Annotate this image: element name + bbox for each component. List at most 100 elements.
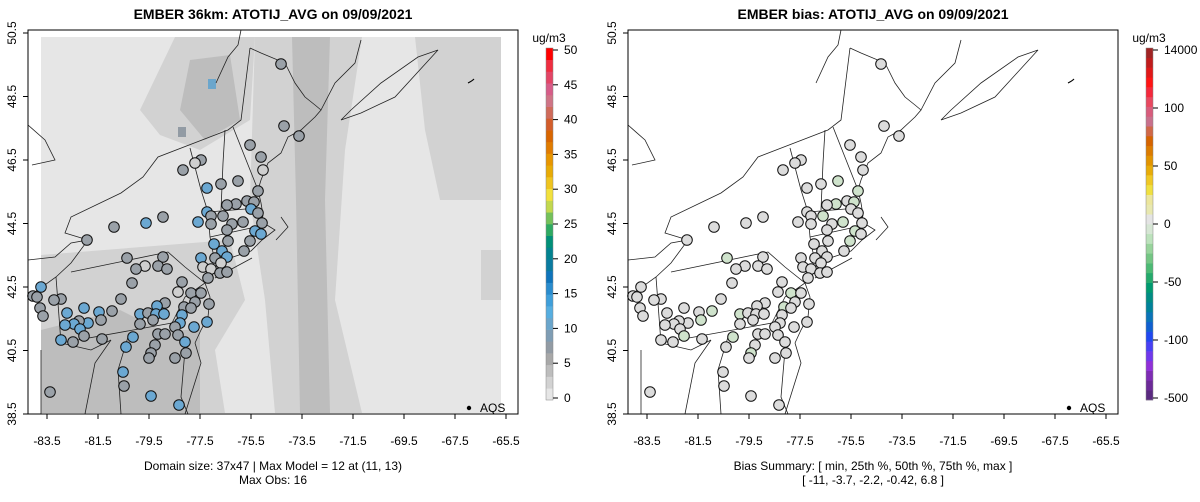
colorbar-swatch xyxy=(546,212,553,225)
aqs-station xyxy=(126,277,138,289)
aqs-station xyxy=(179,336,191,348)
colorbar-swatch xyxy=(546,200,553,213)
aqs-station xyxy=(706,305,718,317)
colorbar-label: 45 xyxy=(564,78,578,92)
colorbar-swatch xyxy=(1146,106,1153,117)
aqs-station xyxy=(893,130,905,142)
aqs-station xyxy=(176,276,188,288)
boundary-line xyxy=(27,124,56,166)
aqs-station xyxy=(821,224,833,236)
aqs-station xyxy=(31,291,43,303)
aqs-station xyxy=(221,199,233,211)
aqs-station xyxy=(808,238,820,250)
aqs-station xyxy=(745,390,757,402)
boundary-line xyxy=(320,39,362,111)
colorbar-label: 14000 xyxy=(1164,43,1198,57)
aqs-station xyxy=(801,316,813,328)
aqs-station xyxy=(118,380,130,392)
colorbar-swatch xyxy=(1146,184,1153,195)
aqs-station xyxy=(852,185,864,197)
aqs-station xyxy=(659,319,671,331)
boundary-line xyxy=(340,49,439,121)
boundary-line xyxy=(60,322,173,344)
aqs-station xyxy=(631,291,643,303)
y-axis: 38.5 40.5 42.5 44.5 46.5 48.5 50.5 xyxy=(605,21,628,426)
aqs-station xyxy=(208,238,220,250)
colorbar-swatch xyxy=(1146,341,1153,352)
colorbar-swatch xyxy=(1146,351,1153,362)
aqs-station xyxy=(789,157,801,169)
plot-frame xyxy=(627,29,1119,415)
aqs-station xyxy=(35,281,47,293)
aqs-legend-marker xyxy=(1066,405,1072,411)
colorbar-swatch xyxy=(546,341,553,354)
colorbar-swatch xyxy=(546,235,553,248)
x-tick-label: -73.5 xyxy=(288,434,316,448)
aqs-station xyxy=(773,399,785,411)
x-tick-label: -81.5 xyxy=(84,434,112,448)
aqs-station xyxy=(815,178,827,190)
aqs-station xyxy=(215,178,227,190)
colorbar-swatch xyxy=(546,329,553,342)
aqs-station xyxy=(173,399,185,411)
colorbar-swatch xyxy=(546,188,553,201)
aqs-station xyxy=(844,139,856,151)
bias-summary-values: [ -11, -3.7, -2.2, -0.42, 6.8 ] xyxy=(802,473,944,487)
colorbar-swatch xyxy=(1146,175,1153,186)
colorbar-swatch xyxy=(1146,243,1153,254)
aqs-station xyxy=(61,307,73,319)
aqs-station xyxy=(718,380,730,392)
aqs-station xyxy=(145,390,157,402)
colorbar-swatch xyxy=(546,224,553,237)
y-tick-label: 48.5 xyxy=(605,84,619,108)
colorbar-swatch xyxy=(1146,253,1153,264)
colorbar-swatch xyxy=(1146,165,1153,176)
aqs-station xyxy=(67,336,79,348)
boundary-line xyxy=(215,29,242,84)
aqs-legend-marker xyxy=(466,405,472,411)
aqs-station xyxy=(769,352,781,364)
colorbar-swatch xyxy=(1146,145,1153,156)
colorbar-swatch xyxy=(1146,96,1153,107)
aqs-station xyxy=(238,245,250,257)
aqs-station xyxy=(844,235,856,247)
boundary-line xyxy=(232,126,259,191)
aqs-station xyxy=(717,366,729,378)
colorbar-swatch xyxy=(1146,272,1153,283)
aqs-station xyxy=(157,251,169,263)
aqs-station xyxy=(48,294,60,306)
aqs-station xyxy=(192,216,204,228)
map-boundaries xyxy=(627,29,1075,415)
aqs-station xyxy=(37,310,49,322)
x-tick-label: -75.5 xyxy=(837,434,865,448)
aqs-station xyxy=(795,287,807,299)
aqs-station xyxy=(134,318,146,330)
aqs-station xyxy=(120,341,132,353)
colorbar-label: -50 xyxy=(1164,275,1182,289)
aqs-station xyxy=(757,211,769,223)
station-points xyxy=(27,58,305,411)
colorbar-swatch xyxy=(546,259,553,272)
colorbar-swatch xyxy=(546,141,553,154)
aqs-station xyxy=(257,164,269,176)
aqs-station xyxy=(140,217,152,229)
x-axis: -83.5 -81.5 -79.5 -77.5 -75.5 -73.5 -71.5 -69.5… xyxy=(633,414,1120,448)
aqs-station xyxy=(822,235,834,247)
colorbar-swatch xyxy=(1146,321,1153,332)
aqs-station xyxy=(720,341,732,353)
aqs-station xyxy=(127,331,139,343)
colorbar-label: 25 xyxy=(564,217,578,231)
aqs-station xyxy=(255,228,267,240)
aqs-station xyxy=(237,216,249,228)
boundary-line xyxy=(827,47,851,131)
colorbar-label: 50 xyxy=(1164,159,1178,173)
colorbar-label: 20 xyxy=(564,252,578,266)
aqs-station xyxy=(721,252,733,264)
boundary-line xyxy=(784,342,802,415)
aqs-station xyxy=(78,330,90,342)
colorbar-swatch xyxy=(1146,57,1153,68)
colorbar-label: 0 xyxy=(564,391,571,405)
aqs-station xyxy=(108,221,120,233)
colorbar-label: 35 xyxy=(564,147,578,161)
boundary-line xyxy=(275,216,289,241)
